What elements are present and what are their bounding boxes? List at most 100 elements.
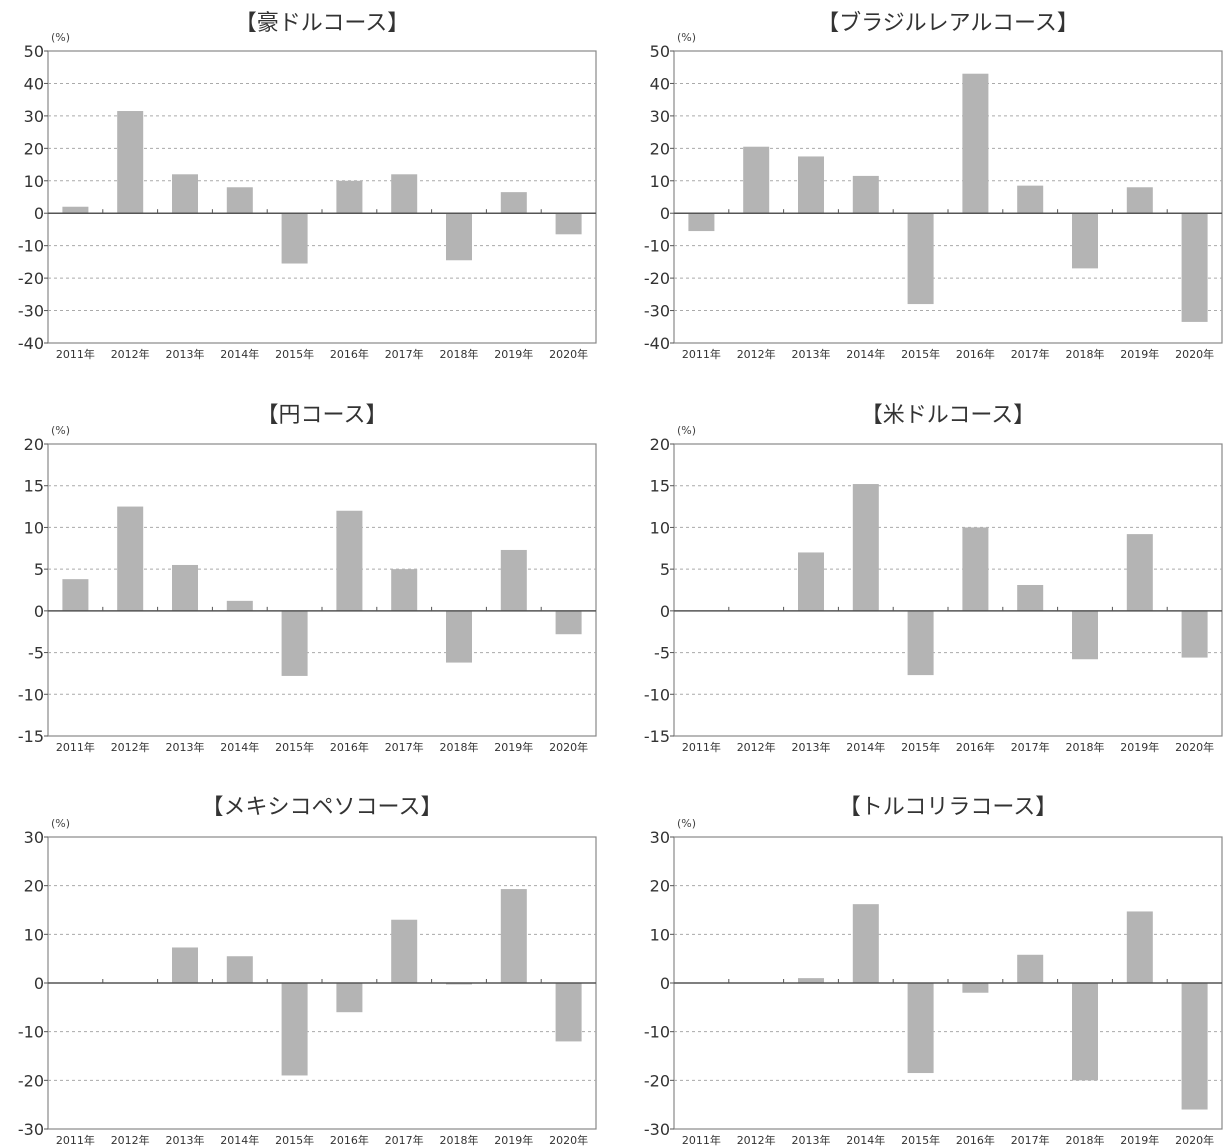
x-tick-label: 2017年 [385, 1133, 424, 1147]
x-tick-label: 2013年 [166, 347, 205, 361]
y-tick-label: 5 [660, 560, 670, 579]
y-tick-label: -40 [18, 334, 44, 353]
y-tick-label: 40 [650, 74, 670, 93]
bar [446, 213, 472, 261]
x-tick-label: 2018年 [1066, 1133, 1105, 1147]
bar [555, 983, 582, 1042]
y-tick-label: -10 [644, 685, 670, 704]
chart-title: 【円コース】 [257, 403, 388, 428]
x-tick-label: 2017年 [1011, 740, 1050, 754]
x-tick-label: 2011年 [56, 1133, 95, 1147]
bar [852, 904, 879, 983]
chart-panel-usd: 【米ドルコース】 (%) 20 15 10 5 0 -5 -10 -15 2011年 2012年 201… [612, 392, 1224, 784]
bar [798, 978, 824, 983]
bar [962, 527, 989, 611]
y-unit-label: (%) [677, 424, 696, 437]
y-tick-label: 0 [34, 974, 44, 993]
x-tick-label: 2011年 [682, 347, 721, 361]
chart-panel-brl: 【ブラジルレアルコース】 (%) 50 40 30 20 10 0 -10 -20 -30 -40 20… [612, 0, 1224, 392]
y-tick-label: 30 [650, 828, 670, 847]
bar [555, 213, 582, 235]
y-tick-label: -10 [644, 237, 670, 256]
x-tick-label: 2018年 [440, 1133, 479, 1147]
y-tick-label: 20 [650, 139, 670, 158]
bar [1072, 610, 1098, 660]
bar [907, 213, 934, 305]
bar [852, 484, 879, 611]
y-tick-label: -5 [654, 644, 670, 663]
y-tick-label: 15 [24, 477, 44, 496]
bar [281, 983, 308, 1076]
y-tick-label: 0 [34, 204, 44, 223]
x-tick-label: 2018年 [1066, 347, 1105, 361]
bar [391, 919, 418, 983]
bar [1126, 187, 1153, 214]
bar [226, 600, 253, 611]
bar [555, 610, 582, 635]
bar [1017, 584, 1044, 611]
chart-title: 【メキシコペソコース】 [202, 795, 443, 820]
y-unit-label: (%) [51, 31, 70, 44]
chart-title: 【トルコリラコース】 [839, 795, 1057, 820]
x-tick-label: 2014年 [220, 347, 259, 361]
x-tick-label: 2011年 [682, 1133, 721, 1147]
bar [62, 206, 89, 214]
x-tick-label: 2015年 [901, 1133, 940, 1147]
x-tick-label: 2016年 [956, 1133, 995, 1147]
bar [500, 889, 527, 983]
bar [226, 956, 253, 983]
x-tick-label: 2012年 [111, 1133, 150, 1147]
x-tick-label: 2019年 [494, 347, 533, 361]
bar [1017, 185, 1044, 214]
y-tick-label: -10 [18, 1023, 44, 1042]
x-tick-label: 2017年 [1011, 347, 1050, 361]
y-unit-label: (%) [51, 424, 70, 437]
bar [117, 111, 144, 214]
chart-svg: 【トルコリラコース】 (%) 30 20 10 0 -10 -20 -30 2011年 2012年 2… [644, 795, 1223, 1147]
x-tick-label: 2016年 [330, 347, 369, 361]
y-tick-label: 40 [24, 74, 44, 93]
bar [1072, 213, 1098, 269]
y-tick-label: -30 [18, 1120, 44, 1139]
bar [500, 549, 527, 611]
x-tick-label: 2016年 [956, 740, 995, 754]
y-tick-label: 30 [24, 107, 44, 126]
y-unit-label: (%) [51, 817, 70, 830]
x-tick-label: 2011年 [682, 740, 721, 754]
x-tick-label: 2013年 [792, 740, 831, 754]
bar [852, 175, 879, 214]
x-tick-label: 2012年 [737, 1133, 776, 1147]
y-unit-label: (%) [677, 31, 696, 44]
y-tick-label: 30 [24, 828, 44, 847]
chart-title: 【豪ドルコース】 [235, 11, 409, 36]
y-tick-label: 10 [24, 925, 44, 944]
chart-panel-try: 【トルコリラコース】 (%) 30 20 10 0 -10 -20 -30 2011年 2012年 2… [612, 784, 1224, 1147]
x-tick-label: 2013年 [792, 347, 831, 361]
y-tick-label: -15 [644, 727, 670, 746]
y-tick-label: 10 [24, 172, 44, 191]
chart-panel-mxn: 【メキシコペソコース】 (%) 30 20 10 0 -10 -20 -30 2011年 2012年… [0, 784, 612, 1147]
x-tick-label: 2013年 [166, 1133, 205, 1147]
y-tick-label: -30 [18, 302, 44, 321]
x-tick-label: 2013年 [166, 740, 205, 754]
chart-title: 【米ドルコース】 [861, 403, 1035, 428]
y-tick-label: 30 [650, 107, 670, 126]
bar [1181, 983, 1208, 1110]
y-tick-label: 0 [34, 602, 44, 621]
y-tick-label: 0 [660, 602, 670, 621]
y-tick-label: -30 [644, 1120, 670, 1139]
y-tick-label: -40 [644, 334, 670, 353]
bar [172, 174, 198, 214]
bar [1181, 213, 1208, 322]
y-tick-label: 20 [650, 435, 670, 454]
y-tick-label: -20 [18, 269, 44, 288]
chart-svg: 【ブラジルレアルコース】 (%) 50 40 30 20 10 0 -10 -20 -30 -40 20… [644, 11, 1223, 361]
chart-title: 【ブラジルレアルコース】 [817, 11, 1079, 36]
x-tick-label: 2020年 [1175, 1133, 1214, 1147]
y-tick-label: -20 [18, 1071, 44, 1090]
bar [907, 610, 934, 676]
x-tick-label: 2020年 [1175, 740, 1214, 754]
chart-panel-aud: 【豪ドルコース】 (%) 50 40 30 20 10 0 -10 -20 -30 -40 2011年 2… [0, 0, 612, 392]
bar [336, 510, 363, 611]
bar [336, 180, 363, 214]
